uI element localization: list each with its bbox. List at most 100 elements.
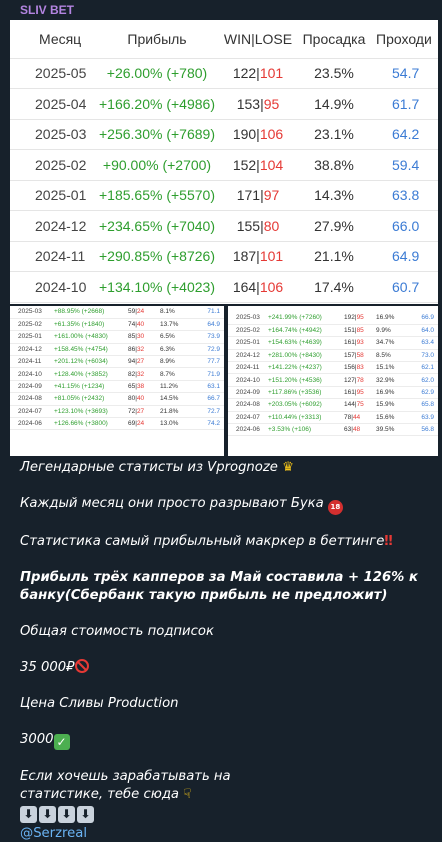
cell-month: 2024-09	[228, 386, 268, 400]
table-row: 2025-05 +26.00% (+780) 122|101 23.5% 54.7	[10, 57, 438, 89]
cell-month: 2025-03	[228, 312, 268, 325]
cell-winlose: 127|78	[344, 373, 376, 387]
channel-name[interactable]: SLIV BET	[20, 3, 75, 17]
loss-count: 32	[136, 345, 145, 353]
win-count: 164	[232, 278, 257, 295]
cell-profit: +141.22% (+4237)	[268, 361, 344, 375]
loss-count: 106	[259, 126, 284, 143]
loss-count: 95	[356, 314, 364, 322]
stats-photo-left[interactable]: 2025-03 +88.95% (+2668) 59|24 8.1% 71.1 2025-…	[10, 306, 224, 456]
win-count: 192	[344, 314, 355, 322]
win-count: 82	[128, 370, 136, 378]
win-count: 72	[128, 407, 136, 415]
cell-profit: +61.35% (+1840)	[54, 318, 128, 332]
cell-pass: 66.7	[194, 392, 224, 406]
cell-drawdown: 21.8%	[160, 405, 194, 419]
table-row: 2025-03 +88.95% (+2668) 59|24 8.1% 71.1	[10, 306, 224, 319]
cell-winlose: 155|80	[218, 210, 298, 241]
cell-profit: +26.00% (+780)	[96, 57, 218, 89]
cell-month: 2025-02	[10, 149, 96, 180]
mention-link[interactable]: @Serzreal	[20, 826, 88, 841]
cell-pass: 65.8	[410, 398, 438, 412]
pointing-down-hand-icon: ☟	[183, 787, 192, 802]
loss-count: 30	[136, 333, 145, 341]
down-arrow-icon: ⬇	[20, 806, 37, 823]
cell-pass: 56.8	[410, 423, 438, 437]
cell-drawdown: 14.9%	[298, 88, 370, 119]
table-row: 2024-09 +117.86% (+3536) 161|95 16.9% 62.9	[228, 386, 438, 400]
cell-drawdown: 9.9%	[376, 324, 410, 338]
cell-profit: +126.66% (+3800)	[54, 417, 128, 431]
table-row: 2025-01 +185.65% (+5570) 171|97 14.3% 63.8	[10, 179, 438, 211]
header-profit: Прибыль	[127, 30, 187, 47]
cell-month: 2025-05	[10, 57, 96, 89]
cell-pass: 59.4	[370, 149, 438, 180]
cell-winlose: 85|30	[128, 330, 160, 344]
cell-profit: +151.20% (+4536)	[268, 373, 344, 387]
post-line-price-total: 35 000₽	[20, 659, 430, 677]
win-count: 59	[128, 308, 136, 316]
cell-winlose: 164|106	[218, 271, 298, 302]
table-row: 2024-12 +281.00% (+8430) 157|58 8.5% 73.0	[228, 349, 438, 363]
cell-profit: +117.86% (+3536)	[268, 386, 344, 400]
loss-count: 106	[259, 278, 284, 295]
cell-month: 2025-02	[10, 318, 54, 332]
down-arrow-icon: ⬇	[39, 806, 56, 823]
loss-count: 80	[263, 217, 280, 234]
cell-winlose: 156|83	[344, 361, 376, 375]
stats-table-left: 2025-03 +88.95% (+2668) 59|24 8.1% 71.1 2025-…	[10, 306, 224, 431]
header-winlose: WIN|LOSE	[223, 30, 293, 47]
stats-table-main: Месяц Прибыль WIN|LOSE Просадка Проходи …	[10, 20, 438, 304]
post-text: Легендарные статисты из Vprognoze ♛ Кажд…	[20, 459, 430, 842]
cell-winlose: 72|27	[128, 405, 160, 419]
cell-profit: +203.05% (+6092)	[268, 398, 344, 412]
table-row: 2024-07 +110.44% (+3313) 78|44 15.6% 63.9	[228, 411, 438, 425]
cell-drawdown: 13.0%	[160, 417, 194, 431]
loss-count: 24	[136, 308, 145, 316]
loss-count: 38	[136, 383, 145, 391]
table-row: 2024-08 +81.05% (+2432) 80|40 14.5% 66.7	[10, 392, 224, 406]
cell-month: 2024-08	[10, 392, 54, 406]
loss-count: 104	[259, 156, 284, 173]
cell-pass: 60.7	[370, 271, 438, 302]
cell-month: 2025-04	[10, 88, 96, 119]
cell-month: 2024-10	[228, 373, 268, 387]
cell-pass: 62.0	[410, 373, 438, 387]
post-line-legendary: Легендарные статисты из Vprognoze ♛	[20, 460, 294, 475]
header-month: Месяц	[39, 30, 82, 47]
cell-pass: 71.1	[194, 306, 224, 319]
cell-profit: +110.44% (+3313)	[268, 411, 344, 425]
cell-profit: +185.65% (+5570)	[96, 179, 218, 211]
cell-winlose: 74|40	[128, 318, 160, 332]
loss-count: 101	[259, 248, 284, 265]
cell-drawdown: 15.9%	[376, 398, 410, 412]
cell-pass: 77.7	[194, 355, 224, 369]
cell-pass: 73.9	[194, 330, 224, 344]
cell-pass: 72.7	[194, 405, 224, 419]
cell-winlose: 80|40	[128, 392, 160, 406]
cell-drawdown: 8.7%	[160, 367, 194, 381]
win-count: 74	[128, 321, 136, 329]
post-line-bookmaker: Каждый месяц они просто разрывают Бука 1…	[20, 495, 430, 515]
table-row: 2024-11 +290.85% (+8726) 187|101 21.1% 64.9	[10, 240, 438, 272]
cell-drawdown: 15.6%	[376, 411, 410, 425]
cell-profit: +90.00% (+2700)	[96, 149, 218, 180]
cell-pass: 65.2	[370, 301, 438, 304]
stats-photo-right[interactable]: 2025-03 +241.99% (+7260) 192|95 16.9% 66.9 20…	[228, 306, 438, 456]
stats-photo-main[interactable]: Месяц Прибыль WIN|LOSE Просадка Проходи …	[10, 20, 438, 304]
cell-drawdown: 38.8%	[298, 149, 370, 180]
cell-drawdown: 16.9%	[376, 312, 410, 325]
loss-count: 95	[263, 95, 280, 112]
table-row: 2024-10 +134.10% (+4023) 164|106 17.4% 60.7	[10, 271, 438, 302]
table-row: 2024-09+219.75% (+6592)176|9426.0%65.2	[10, 301, 438, 304]
cell-pass: 64.2	[370, 118, 438, 150]
cell-winlose: 152|104	[218, 149, 298, 180]
cell-drawdown: 8.9%	[160, 355, 194, 369]
cell-profit: +281.00% (+8430)	[268, 349, 344, 363]
cell-pass: 64.9	[194, 318, 224, 332]
cell-winlose: 151|85	[344, 324, 376, 338]
cell-drawdown: 6.3%	[160, 343, 194, 357]
win-count: 122	[232, 65, 257, 82]
table-row: 2025-02 +90.00% (+2700) 152|104 38.8% 59.4	[10, 149, 438, 180]
cell-winlose: 171|97	[218, 179, 298, 211]
